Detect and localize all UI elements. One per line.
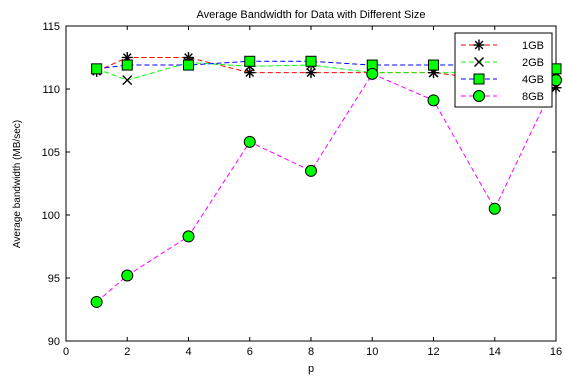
x-tick-label: 8	[308, 346, 314, 358]
data-point-8GB	[90, 295, 103, 308]
square-shape	[183, 59, 194, 71]
data-point-4GB	[305, 55, 317, 67]
legend: 1GB 2GB 4GB 8GB	[454, 32, 553, 108]
data-point-4GB	[183, 59, 194, 71]
data-point-8GB	[182, 230, 195, 243]
data-point-4GB	[428, 59, 439, 71]
y-tick-label: 100	[42, 210, 60, 222]
legend-label-1GB: 1GB	[522, 40, 544, 52]
data-point-1GB	[244, 67, 256, 79]
legend-marker-2GB	[474, 57, 484, 67]
data-point-8GB	[488, 202, 501, 215]
legend-label-4GB: 4GB	[522, 74, 544, 86]
x-tick-label: 12	[427, 346, 439, 358]
x-axis-label: p	[308, 363, 314, 375]
x-tick-label: 10	[366, 346, 378, 358]
data-point-8GB	[305, 164, 317, 177]
circle-shape	[427, 94, 440, 107]
square-shape	[473, 73, 485, 85]
circle-shape	[473, 90, 485, 102]
y-tick-label: 95	[48, 273, 60, 285]
data-point-8GB	[243, 135, 256, 148]
square-shape	[428, 59, 439, 71]
legend-label-8GB: 8GB	[522, 91, 544, 103]
x-tick-label: 4	[185, 346, 191, 358]
legend-marker-4GB	[473, 73, 485, 85]
data-point-2GB	[122, 75, 133, 86]
series-line-8GB	[96, 73, 557, 303]
square-shape	[244, 55, 256, 67]
x-tick-label: 2	[124, 346, 130, 358]
data-point-8GB	[366, 67, 379, 80]
x-tick-label: 14	[489, 346, 501, 358]
circle-shape	[90, 295, 103, 308]
legend-marker-8GB	[473, 90, 485, 102]
y-axis-label: Average bandwidth (MB/sec)	[12, 120, 23, 248]
circle-shape	[366, 67, 379, 80]
legend-label-2GB: 2GB	[522, 57, 544, 69]
y-tick-label: 110	[42, 84, 60, 96]
x-tick-label: 16	[550, 346, 562, 358]
asterisk-stroke	[245, 68, 255, 77]
y-tick-label: 90	[48, 336, 60, 348]
circle-shape	[121, 269, 134, 282]
circle-shape	[488, 202, 501, 215]
data-point-4GB	[121, 59, 133, 71]
x-stroke	[122, 75, 133, 86]
x-stroke	[474, 57, 484, 67]
circle-shape	[243, 135, 256, 148]
chart-title: Average Bandwidth for Data with Differen…	[197, 9, 426, 21]
x-tick-label: 0	[63, 346, 69, 358]
x-tick-label: 6	[247, 346, 253, 358]
asterisk-stroke	[306, 68, 316, 77]
square-shape	[91, 63, 103, 75]
y-tick-label: 105	[42, 147, 60, 159]
square-shape	[121, 59, 133, 71]
asterisk-stroke	[474, 40, 484, 50]
circle-shape	[182, 230, 195, 243]
data-point-4GB	[244, 55, 256, 67]
data-point-1GB	[305, 67, 317, 79]
data-point-8GB	[427, 94, 440, 107]
square-shape	[305, 55, 317, 67]
y-tick-label: 115	[42, 21, 60, 33]
data-point-8GB	[121, 269, 134, 282]
data-point-4GB	[91, 63, 103, 75]
legend-marker-1GB	[473, 39, 485, 51]
circle-shape	[305, 164, 317, 177]
